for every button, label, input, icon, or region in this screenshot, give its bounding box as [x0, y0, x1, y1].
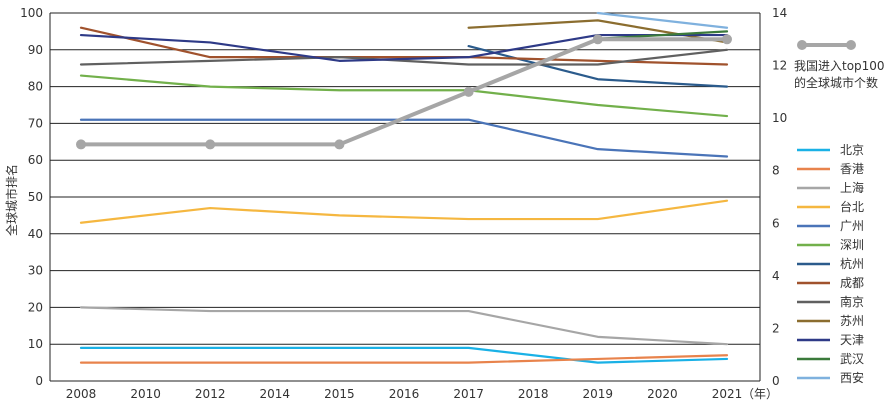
y2-tick-label-7: 14: [772, 6, 787, 20]
x-tick-label-2: 2012: [195, 387, 226, 401]
series-13-point-0: [76, 139, 86, 150]
y-tick-label-4: 40: [28, 227, 43, 241]
y2-axis-ticks: 0 2 4 6 8 10 12 14: [772, 6, 787, 388]
legend-label-11: 武汉: [840, 352, 864, 366]
series-line-0: [79, 346, 729, 364]
y-axis-title: 全球城市排名: [4, 164, 19, 236]
series-line-8: [79, 48, 729, 66]
series-13-point-1: [205, 139, 216, 150]
legend-top-label: 我国进入top100 的全球城市个数: [794, 59, 885, 90]
y-tick-label-9: 90: [28, 43, 43, 57]
legend: 我国进入top100 的全球城市个数北京香港上海台北广州深圳杭州成都南京苏州天津武…: [794, 40, 885, 385]
series-line-1: [79, 354, 729, 364]
series-13-point-4: [592, 34, 603, 45]
y-tick-label-7: 70: [28, 116, 43, 130]
series-line-4: [79, 118, 729, 158]
legend-label-9: 苏州: [840, 314, 864, 328]
series-lines: [76, 11, 732, 364]
legend-top-marker-end: [846, 40, 856, 50]
legend-label-6: 杭州: [840, 256, 864, 271]
y2-tick-label-5: 10: [772, 111, 787, 125]
legend-label-5: 深圳: [840, 238, 864, 252]
series-line-5: [79, 74, 729, 118]
series-13-point-5: [722, 34, 732, 45]
y2-tick-label-0: 0: [772, 374, 780, 388]
legend-label-3: 台北: [840, 199, 864, 214]
series-line-12: [596, 11, 729, 29]
y-tick-label-0: 0: [35, 374, 43, 388]
series-13-point-3: [463, 86, 474, 97]
series-line-6: [467, 45, 729, 88]
legend-label-12: 西安: [840, 370, 864, 385]
y-axis-ticks: 0 10 20 30 40 50 60 70 80 90 100: [20, 6, 43, 388]
x-tick-label-0: 2008: [66, 387, 97, 401]
x-tick-label-8: 2019: [583, 387, 614, 401]
y-tick-label-8: 80: [28, 80, 43, 94]
legend-label-0: 北京: [840, 143, 864, 157]
x-tick-label-3: 2014: [260, 387, 291, 401]
y2-tick-label-4: 8: [772, 164, 780, 178]
x-tick-label-10: 2021: [712, 387, 743, 401]
legend-label-4: 广州: [840, 219, 864, 233]
legend-label-1: 香港: [840, 162, 864, 176]
series-line-3: [79, 199, 729, 224]
legend-label-8: 南京: [840, 294, 864, 309]
y-tick-label-6: 60: [28, 153, 43, 167]
y-tick-label-10: 100: [20, 6, 43, 20]
y2-tick-label-1: 2: [772, 321, 780, 335]
y2-tick-label-3: 6: [772, 216, 780, 230]
legend-label-10: 天津: [840, 333, 864, 347]
legend-label-2: 上海: [840, 180, 864, 195]
legend-top-marker-start: [797, 40, 807, 50]
x-tick-label-1: 2010: [130, 387, 161, 401]
series-line-2: [79, 306, 729, 346]
x-tick-label-6: 2017: [453, 387, 484, 401]
y-tick-label-5: 50: [28, 190, 43, 204]
x-tick-label-4: 2015: [324, 387, 355, 401]
legend-label-7: 成都: [840, 276, 864, 290]
y2-tick-label-6: 12: [772, 59, 787, 73]
grid-lines: [49, 12, 761, 382]
x-tick-label-9: 2020: [647, 387, 678, 401]
series-13-point-2: [334, 139, 345, 150]
x-tick-label-7: 2018: [518, 387, 549, 401]
x-axis-ticks: 2008 2010 2012 2014 2015 2016 2017 2018 2019 2020…: [66, 387, 743, 401]
y-tick-label-1: 10: [28, 337, 43, 351]
series-line-13: [79, 37, 729, 147]
y2-tick-label-2: 4: [772, 269, 780, 283]
series-line-10: [79, 33, 729, 62]
x-tick-label-5: 2016: [389, 387, 420, 401]
y-tick-label-2: 20: [28, 300, 43, 314]
x-axis-unit: （年）: [742, 387, 778, 401]
y-tick-label-3: 30: [28, 264, 43, 278]
